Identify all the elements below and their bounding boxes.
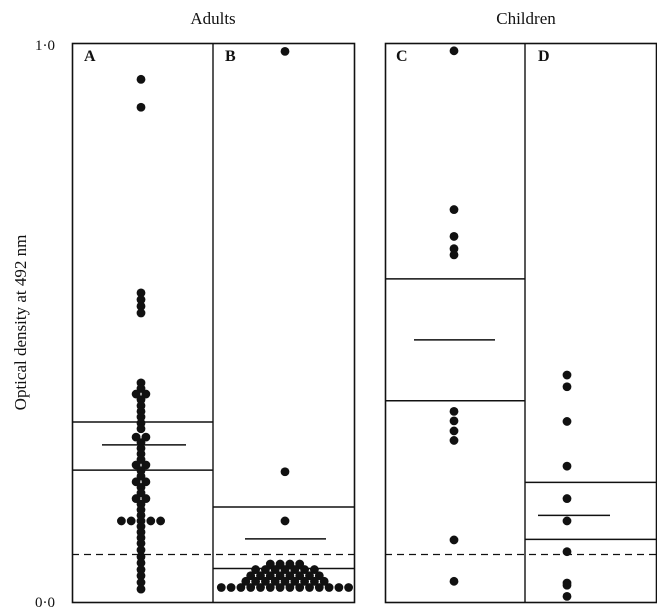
data-point-d (562, 547, 572, 557)
data-point-b (270, 565, 280, 574)
data-point-b (290, 565, 300, 574)
data-point-b (241, 576, 251, 586)
data-point-b (280, 46, 290, 56)
group-title-children: Children (496, 9, 556, 28)
data-point-b (280, 516, 290, 526)
data-point-b (256, 583, 265, 592)
data-point-c (449, 232, 459, 241)
data-point-a (117, 516, 126, 526)
data-point-b (300, 576, 309, 586)
y-tick-label-min: 0·0 (35, 595, 55, 610)
data-point-b (295, 583, 305, 592)
data-point-a (136, 552, 146, 562)
panel-label-c: C (396, 48, 408, 65)
data-point-d (562, 461, 572, 471)
data-point-a (136, 308, 146, 318)
data-point-c (449, 436, 459, 445)
data-point-b (300, 565, 309, 574)
data-point-c (449, 535, 459, 545)
data-point-d (562, 592, 572, 601)
data-point-a (136, 412, 146, 422)
data-point-b (226, 583, 236, 592)
data-point-b (310, 565, 319, 574)
data-point-c (449, 426, 459, 436)
data-point-a (136, 74, 146, 84)
data-point-a (126, 516, 136, 526)
data-point-b (261, 576, 270, 586)
data-point-b (305, 583, 314, 592)
text-labels: Adults Children 1·0 0·0 Optical density at 4… (11, 9, 556, 610)
data-point-b (275, 583, 285, 592)
data-point-b (290, 576, 300, 586)
data-point-a (156, 516, 166, 526)
data-point-a (136, 558, 146, 568)
data-point-b (314, 583, 324, 592)
data-point-b (280, 565, 290, 574)
data-point-d (562, 494, 572, 503)
data-point-a (136, 538, 146, 548)
data-point-a (136, 301, 146, 311)
data-point-b (236, 583, 246, 592)
data-point-a (136, 571, 146, 581)
data-point-a (136, 578, 146, 587)
data-point-b (285, 583, 295, 592)
data-point-b (319, 576, 329, 586)
data-point-a (136, 395, 146, 405)
data-point-b (261, 565, 270, 574)
y-tick-label-max: 1·0 (35, 38, 55, 54)
data-point-c (449, 576, 459, 586)
data-point-a (136, 295, 146, 304)
panel-label-a: A (84, 48, 96, 65)
data-point-b (265, 583, 275, 592)
data-point-d (562, 382, 572, 392)
data-point-d (562, 417, 572, 426)
data-point-d (562, 516, 572, 526)
data-point-c (449, 250, 459, 260)
data-point-b (334, 583, 344, 592)
data-point-c (449, 406, 459, 416)
data-point-b (251, 576, 260, 586)
data-point-b (324, 583, 334, 592)
data-point-a (136, 424, 146, 434)
data-point-b (280, 467, 290, 477)
data-point-a (136, 545, 146, 555)
y-axis-title: Optical density at 492 nm (11, 235, 30, 411)
data-point-b (280, 576, 290, 586)
data-point-a (136, 288, 146, 298)
data-point-c (449, 244, 459, 254)
panel-label-b: B (225, 48, 236, 65)
data-point-b (251, 565, 260, 574)
data-point-b (344, 583, 353, 592)
chart-marks (72, 46, 657, 601)
data-point-a (136, 565, 146, 574)
data-point-b (216, 583, 226, 592)
data-point-b (270, 576, 280, 586)
data-point-a (136, 102, 146, 112)
data-point-c (449, 205, 459, 214)
panel-frames (71, 42, 657, 604)
data-point-a (146, 516, 156, 526)
data-point-b (246, 583, 256, 592)
data-point-a (136, 584, 146, 594)
data-point-c (449, 416, 459, 426)
data-point-d (562, 370, 572, 380)
data-point-b (310, 576, 319, 586)
group-frame-1 (384, 42, 657, 604)
group-title-adults: Adults (190, 9, 235, 28)
data-point-d (562, 580, 572, 590)
data-point-c (449, 46, 459, 56)
panel-label-d: D (538, 48, 550, 65)
